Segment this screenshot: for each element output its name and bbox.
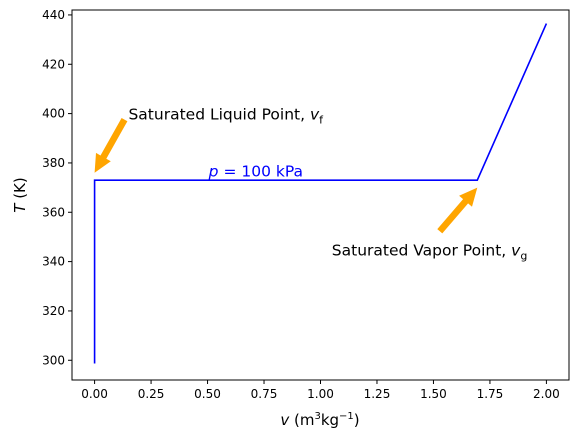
annotation-text: Saturated Liquid Point, vf — [128, 106, 324, 127]
plot-frame — [71, 9, 570, 381]
x-tick-label: 0.00 — [81, 387, 108, 401]
y-tick-label: 380 — [42, 156, 65, 170]
y-tick-label: 420 — [42, 57, 65, 71]
x-tick-label: 1.25 — [364, 387, 391, 401]
x-tick-label: 1.75 — [477, 387, 504, 401]
plot-marks — [93, 23, 548, 364]
series-line — [93, 23, 548, 364]
y-tick-label: 320 — [42, 304, 65, 318]
y-tick-label: 300 — [42, 353, 65, 367]
annotation-arrow — [437, 187, 478, 234]
x-tick-label: 1.50 — [420, 387, 447, 401]
annotation-arrow — [94, 118, 128, 173]
annotations: Saturated Liquid Point, vf Saturated Vapo… — [94, 106, 528, 262]
x-axis-label: v (m3kg−1) — [280, 411, 359, 429]
y-tick-label: 440 — [42, 8, 65, 22]
axis-ticks: 0.00 0.25 0.50 0.75 1.00 1.25 1.50 1.75 2.00 300 3… — [42, 8, 560, 401]
x-tick-label: 1.00 — [307, 387, 334, 401]
y-tick-label: 360 — [42, 205, 65, 219]
x-tick-label: 0.75 — [251, 387, 278, 401]
y-tick-label: 340 — [42, 255, 65, 269]
annotation-text: p = 100 kPa — [208, 162, 303, 180]
y-tick-label: 400 — [42, 107, 65, 121]
x-tick-label: 0.50 — [194, 387, 221, 401]
annotation-text: Saturated Vapor Point, vg — [332, 241, 528, 262]
y-axis-label: T (K) — [11, 177, 29, 212]
x-tick-label: 0.25 — [138, 387, 165, 401]
x-tick-label: 2.00 — [533, 387, 560, 401]
